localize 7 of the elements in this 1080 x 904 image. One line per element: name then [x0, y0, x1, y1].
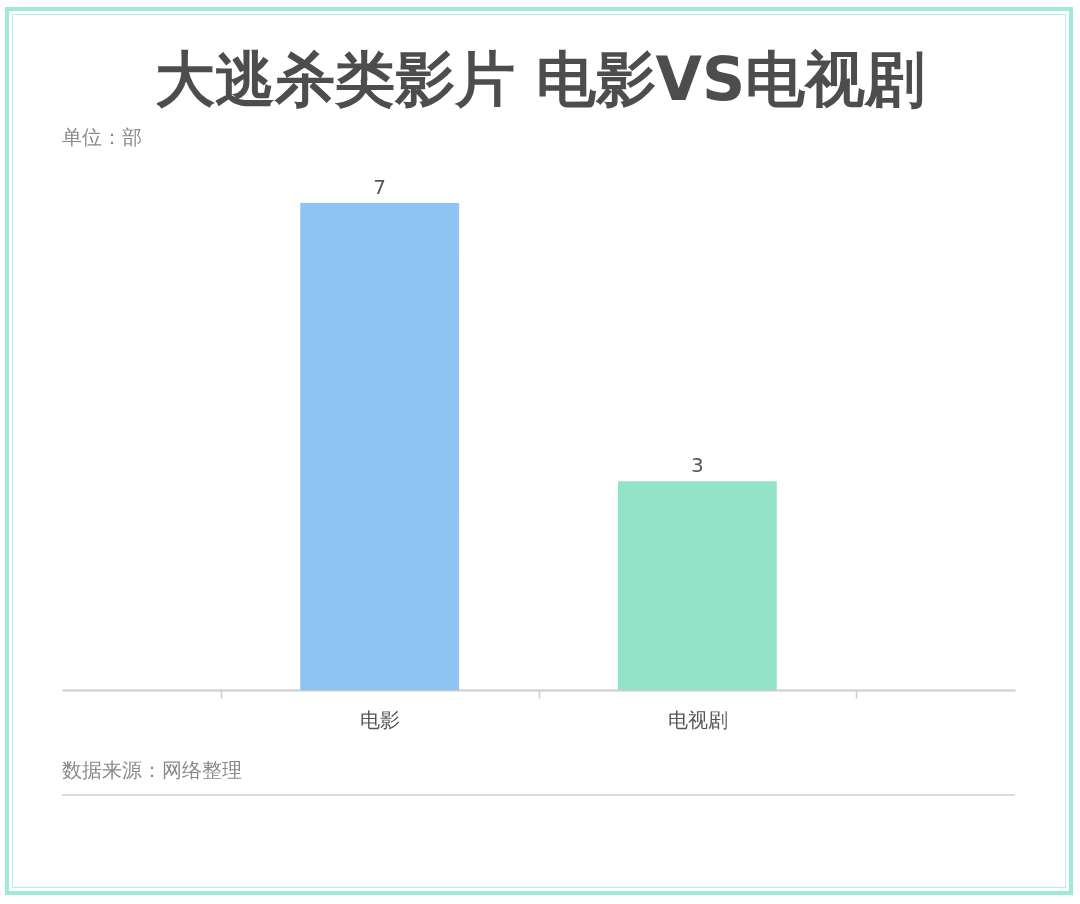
text: 单位：部 [62, 124, 142, 150]
source-note: 数据来源：网络整理 [62, 757, 242, 783]
chart-title: 大逃杀类影片 电影VS电视剧 [153, 44, 927, 114]
x-tick-label: 电视剧 [667, 707, 728, 732]
data-label: 7 [373, 175, 387, 199]
data-label: 3 [690, 453, 704, 478]
x-tick-label: 电影 [360, 707, 401, 732]
